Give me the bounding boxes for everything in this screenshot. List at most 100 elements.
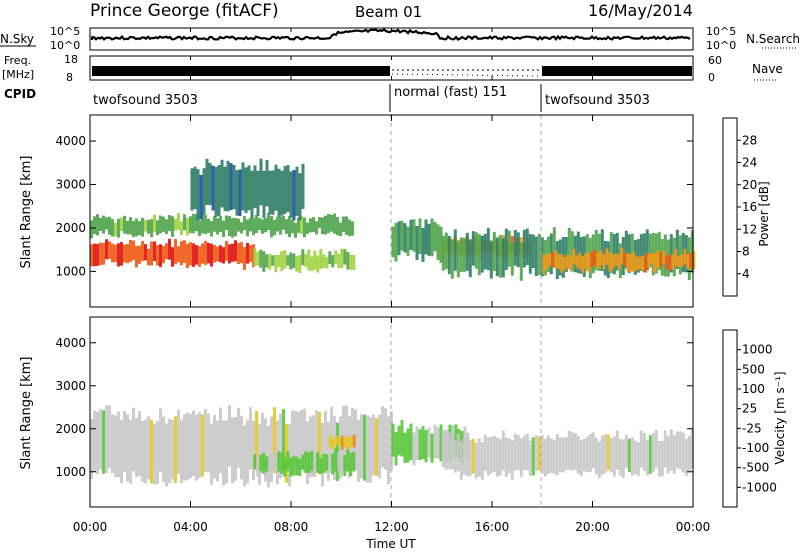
power-band-7-cell [593, 250, 597, 266]
power-y-ticks: 4000 3000 2000 1000 [55, 134, 693, 278]
power-band-0-cell [114, 244, 117, 263]
power-band-1-cell [216, 218, 219, 235]
power-band-1-cell [123, 215, 126, 234]
power-band-1-cell [183, 214, 186, 231]
power-band-4-cell [397, 221, 401, 256]
velocity-band-0-cell [129, 419, 132, 484]
power-band-7-cell [677, 256, 681, 268]
velocity-band-1-cell [349, 452, 353, 477]
velocity-band-4-cell [669, 429, 673, 471]
power-band-0-cell [141, 240, 144, 262]
velocity-band-0-cell [210, 423, 213, 485]
velocity-band-4-cell [618, 438, 622, 476]
velocity-band-4-cell [549, 438, 553, 473]
power-band-0-cell [231, 243, 234, 262]
power-band-2-cell [280, 170, 284, 216]
velocity-band-0-cell [132, 407, 135, 472]
power-band-1-cell [171, 216, 174, 237]
velocity-band-0-cell [207, 413, 210, 473]
power-band-1-cell [156, 220, 159, 236]
power-band-1-cell [204, 214, 207, 234]
velocity-band-0-cell [324, 410, 327, 474]
velocity-band-1-cell [337, 451, 341, 471]
power-band-1-cell [162, 216, 165, 232]
power-band-7-cell [590, 252, 594, 268]
velocity-band-0-cell [360, 414, 363, 479]
velocity-band-1-cell [313, 455, 317, 477]
velocity-band-0-cell [237, 407, 240, 468]
power-band-1-cell [279, 216, 282, 235]
power-band-1-cell [138, 221, 141, 236]
velocity-band-0-cell [273, 407, 276, 474]
power-band-6-cell [645, 229, 649, 271]
velocity-band-0-cell [204, 408, 207, 472]
power-band-3-cell [256, 251, 260, 266]
freq-tick-top: 18 [64, 53, 78, 66]
velocity-band-4-cell [648, 435, 652, 474]
x-tick-label: 00:00 [73, 520, 108, 534]
power-band-3-cell [331, 255, 335, 268]
power-band-2-cell [286, 165, 290, 212]
velocity-band-0-cell [291, 410, 294, 475]
velocity-band-0-cell [387, 416, 390, 485]
power-colorbar-tick-label: 20 [742, 178, 757, 192]
power-band-2-cell [211, 165, 215, 211]
power-band-1-cell [129, 217, 132, 235]
power-band-7-cell [656, 250, 660, 269]
velocity-data-layer [90, 404, 694, 488]
power-band-1-cell [255, 214, 258, 233]
cpid-segment-2: normal (fast) 151 [394, 85, 507, 100]
velocity-colorbar-tick-label: -100 [742, 441, 769, 455]
power-colorbar-tick-label: 16 [742, 200, 757, 214]
velocity-y-tick-label: 4000 [55, 336, 86, 350]
power-band-0-cell [183, 240, 186, 263]
power-band-7-cell [611, 254, 615, 270]
x-tick-label: 00:00 [676, 520, 711, 534]
power-band-6-cell [522, 229, 526, 268]
velocity-band-0-cell [99, 409, 102, 470]
power-band-0-cell [186, 243, 189, 268]
velocity-band-0-cell [225, 420, 228, 484]
velocity-band-0-cell [240, 415, 243, 480]
power-band-4-cell [403, 223, 407, 253]
power-band-0-cell [198, 246, 201, 267]
power-band-2-cell [205, 158, 209, 205]
power-band-7-cell [650, 253, 654, 264]
velocity-band-0-cell [192, 410, 195, 477]
velocity-band-4-cell [558, 437, 562, 473]
velocity-band-4-cell [585, 436, 589, 473]
velocity-band-4-cell [477, 438, 481, 477]
power-band-3-cell [283, 250, 287, 269]
velocity-band-1-cell [259, 454, 263, 472]
velocity-band-1-cell [280, 452, 284, 475]
power-band-7-cell [683, 248, 687, 265]
velocity-band-0-cell [309, 416, 312, 478]
velocity-band-1-cell [319, 457, 323, 474]
power-band-1-cell [165, 219, 168, 235]
power-band-1-cell [246, 219, 249, 237]
power-band-6-cell [537, 233, 541, 276]
power-band-0-cell [96, 244, 99, 266]
velocity-y-label: Slant Range [km] [19, 357, 34, 470]
power-band-7-cell [581, 256, 585, 273]
power-colorbar-tick-label: 12 [742, 222, 757, 236]
power-band-3-cell [292, 253, 296, 269]
velocity-y-tick-label: 3000 [55, 379, 86, 393]
power-band-3-cell [304, 253, 308, 267]
velocity-band-0-cell [231, 417, 234, 484]
power-band-6-cell [477, 234, 481, 276]
velocity-band-0-cell [378, 414, 381, 479]
power-band-1-cell [120, 217, 123, 232]
velocity-band-1-cell [310, 450, 314, 471]
velocity-band-4-cell [555, 434, 559, 475]
power-band-1-cell [99, 218, 102, 231]
power-band-3-cell [301, 249, 305, 266]
power-band-4-cell [421, 228, 425, 262]
power-band-2-cell [190, 168, 194, 211]
power-band-2-cell [214, 166, 218, 218]
power-band-1-cell [168, 215, 171, 232]
power-band-1-cell [207, 218, 210, 233]
power-band-3-cell [349, 254, 353, 270]
velocity-band-1-cell [283, 457, 287, 477]
power-band-6-cell [447, 236, 451, 275]
